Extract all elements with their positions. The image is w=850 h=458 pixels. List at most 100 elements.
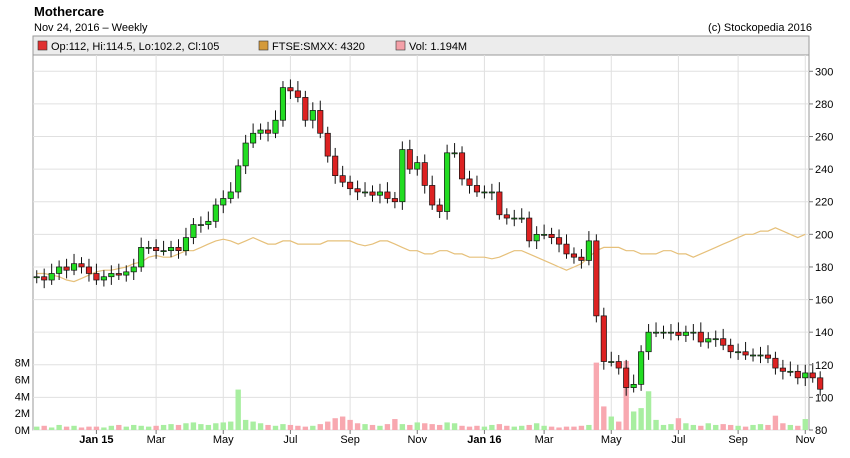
candle-body bbox=[227, 191, 234, 199]
volume-bar bbox=[541, 425, 547, 430]
price-tick-label: 300 bbox=[815, 66, 833, 78]
price-tick-label: 100 bbox=[815, 392, 833, 404]
candle-body bbox=[197, 224, 204, 226]
candle-body bbox=[220, 198, 227, 206]
volume-bar bbox=[325, 421, 331, 430]
candle-body bbox=[802, 372, 809, 379]
volume-bar bbox=[436, 424, 443, 430]
candle-body bbox=[257, 129, 264, 134]
volume-bar bbox=[78, 427, 85, 430]
volume-bar bbox=[735, 425, 741, 430]
volume-bar bbox=[750, 424, 756, 430]
candle-body bbox=[168, 247, 175, 252]
volume-bar bbox=[41, 425, 47, 430]
candle-body bbox=[354, 188, 361, 193]
candle-body bbox=[556, 237, 563, 245]
volume-bar bbox=[332, 418, 338, 430]
volume-bar bbox=[787, 424, 794, 430]
legend-label: Op:112, Hi:114.5, Lo:102.2, Cl:105 bbox=[51, 41, 219, 53]
plot-frame bbox=[32, 54, 810, 431]
candle-body bbox=[33, 276, 40, 279]
candle-body bbox=[212, 204, 219, 222]
candle-body bbox=[265, 129, 272, 134]
time-tick-label: Jul bbox=[283, 434, 297, 446]
volume-bar bbox=[168, 424, 174, 430]
candle-body bbox=[130, 266, 137, 273]
candle-body bbox=[667, 331, 674, 334]
volume-bar bbox=[131, 424, 137, 430]
candle-body bbox=[78, 263, 85, 268]
candle-body bbox=[481, 191, 488, 194]
candle-body bbox=[406, 149, 413, 170]
candle-body bbox=[630, 383, 637, 388]
time-tick-label: Nov bbox=[407, 434, 427, 446]
price-tick-label: 80 bbox=[815, 425, 827, 437]
candle-body bbox=[585, 240, 592, 261]
volume-bar bbox=[459, 425, 465, 430]
volume-bar bbox=[713, 424, 719, 430]
candle-body bbox=[190, 224, 197, 238]
candle-body bbox=[563, 243, 570, 255]
legend-label: Vol: 1.194M bbox=[409, 41, 467, 53]
candle-body bbox=[712, 338, 719, 341]
price-tick-label: 120 bbox=[815, 360, 833, 372]
candle-body bbox=[690, 331, 697, 334]
volume-bar bbox=[519, 425, 525, 430]
candle-body bbox=[100, 276, 107, 281]
volume-bar bbox=[287, 424, 294, 430]
candle-body bbox=[578, 256, 585, 261]
candle-body bbox=[414, 162, 421, 170]
volume-bar bbox=[653, 419, 659, 430]
volume-bar bbox=[593, 362, 600, 430]
candle-body bbox=[451, 152, 458, 155]
candle-body bbox=[623, 367, 630, 388]
volume-bar bbox=[265, 424, 271, 430]
candle-body bbox=[720, 338, 727, 346]
candle-body bbox=[444, 152, 451, 212]
candle-body bbox=[496, 191, 503, 216]
candle-body bbox=[71, 263, 78, 271]
legend-label: FTSE:SMXX: 4320 bbox=[272, 41, 365, 53]
volume-bar bbox=[108, 425, 115, 430]
volume-bar bbox=[183, 423, 189, 430]
volume-bar bbox=[153, 425, 159, 430]
candle-body bbox=[436, 204, 443, 212]
volume-bar bbox=[578, 425, 585, 430]
candle-body bbox=[175, 247, 182, 252]
volume-bar bbox=[548, 426, 555, 430]
volume-bar bbox=[145, 426, 152, 430]
volume-bar bbox=[392, 419, 398, 430]
candle-body bbox=[309, 110, 316, 121]
candle-body bbox=[399, 149, 406, 203]
volume-bar bbox=[601, 406, 607, 430]
candle-body bbox=[779, 367, 786, 372]
volume-bar bbox=[690, 424, 697, 430]
candle-body bbox=[653, 331, 660, 334]
candle-body bbox=[362, 191, 369, 194]
price-tick-label: 140 bbox=[815, 327, 833, 339]
candle-body bbox=[608, 361, 615, 363]
candle-body bbox=[794, 370, 801, 379]
candle-body bbox=[750, 354, 757, 357]
volume-bar bbox=[242, 419, 249, 430]
candle-body bbox=[675, 331, 682, 336]
volume-bar bbox=[757, 424, 764, 430]
volume-bar bbox=[429, 424, 435, 430]
candle-body bbox=[459, 152, 466, 180]
candle-body bbox=[466, 178, 473, 186]
volume-bar bbox=[116, 424, 122, 430]
candle-body bbox=[115, 273, 122, 276]
candle-body bbox=[615, 361, 622, 369]
candle-body bbox=[369, 191, 376, 196]
volume-bar bbox=[160, 424, 167, 430]
volume-bar bbox=[526, 424, 532, 430]
candle-body bbox=[809, 372, 816, 379]
candle-body bbox=[205, 220, 212, 225]
volume-bar bbox=[414, 422, 420, 430]
volume-bar bbox=[123, 426, 129, 430]
candle-body bbox=[376, 191, 383, 196]
volume-bar bbox=[235, 389, 241, 430]
candle-body bbox=[429, 185, 436, 206]
candle-body bbox=[473, 185, 480, 193]
chart-subtitle: Nov 24, 2016 – Weekly bbox=[34, 22, 148, 34]
